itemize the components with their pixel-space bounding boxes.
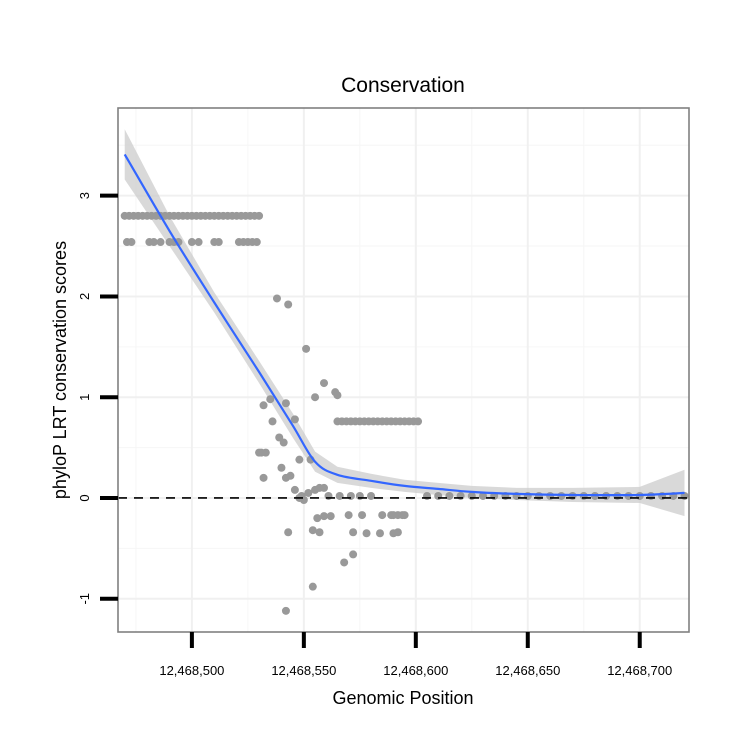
score-point xyxy=(398,511,407,520)
plot-panel xyxy=(118,108,689,632)
y-tick-label: 0 xyxy=(77,494,92,501)
score-point xyxy=(290,415,299,424)
score-point xyxy=(252,238,261,247)
score-point xyxy=(187,238,196,247)
score-point xyxy=(194,238,203,247)
y-tick-label: 3 xyxy=(77,192,92,199)
score-point xyxy=(279,438,288,447)
score-point xyxy=(393,528,402,537)
score-point xyxy=(320,379,329,388)
score-point xyxy=(281,399,290,408)
score-point xyxy=(367,491,376,500)
chart-title: Conservation xyxy=(341,74,465,97)
score-point xyxy=(261,448,270,457)
score-point xyxy=(313,514,322,523)
x-axis-label: Genomic Position xyxy=(332,688,473,708)
x-tick-label: 12,468,700 xyxy=(607,663,672,678)
x-axis-ticks: 12,468,500 12,468,550 12,468,600 12,468,650… xyxy=(159,632,672,678)
plot-border xyxy=(117,107,690,633)
score-point xyxy=(284,528,293,537)
score-point xyxy=(286,471,295,480)
x-tick-label: 12,468,550 xyxy=(271,663,336,678)
x-tick-label: 12,468,650 xyxy=(495,663,560,678)
smooth-line xyxy=(123,153,685,497)
score-point xyxy=(315,528,324,537)
score-point xyxy=(358,511,367,520)
score-point xyxy=(149,238,158,247)
score-point xyxy=(156,238,165,247)
score-point xyxy=(340,558,349,567)
score-point xyxy=(255,211,264,220)
score-point xyxy=(389,511,398,520)
score-point xyxy=(266,395,275,404)
score-point xyxy=(375,529,384,538)
score-point xyxy=(277,463,286,472)
score-point xyxy=(308,582,317,591)
score-point xyxy=(290,485,299,494)
score-point xyxy=(333,391,342,400)
smooth-fit-line xyxy=(123,153,685,497)
y-tick-label: 1 xyxy=(77,394,92,401)
score-point xyxy=(362,529,371,538)
score-point xyxy=(335,491,344,500)
y-axis-label: phyloP LRT conservation scores xyxy=(50,241,70,499)
x-tick-label: 12,468,500 xyxy=(159,663,224,678)
score-point xyxy=(414,417,423,426)
score-point xyxy=(320,483,329,492)
score-point xyxy=(304,488,313,497)
score-point xyxy=(308,526,317,535)
y-axis-ticks: -1 0 1 2 3 xyxy=(77,192,118,605)
x-tick-label: 12,468,600 xyxy=(383,663,448,678)
score-point xyxy=(268,417,277,426)
score-point xyxy=(284,300,293,309)
score-point xyxy=(478,491,487,500)
y-tick-label: 2 xyxy=(77,293,92,300)
y-tick-label: -1 xyxy=(77,593,92,605)
score-point xyxy=(326,512,335,521)
score-point xyxy=(295,455,304,464)
score-point xyxy=(127,238,136,247)
score-point xyxy=(272,294,281,303)
score-point xyxy=(259,401,268,410)
score-point xyxy=(349,550,358,559)
score-point xyxy=(281,606,290,615)
score-point xyxy=(320,512,329,521)
score-point xyxy=(302,344,311,353)
score-point xyxy=(259,473,268,482)
score-point xyxy=(349,528,358,537)
score-point xyxy=(445,491,454,500)
score-point xyxy=(378,511,387,520)
score-point xyxy=(214,238,223,247)
score-point xyxy=(311,393,320,402)
score-point xyxy=(344,511,353,520)
